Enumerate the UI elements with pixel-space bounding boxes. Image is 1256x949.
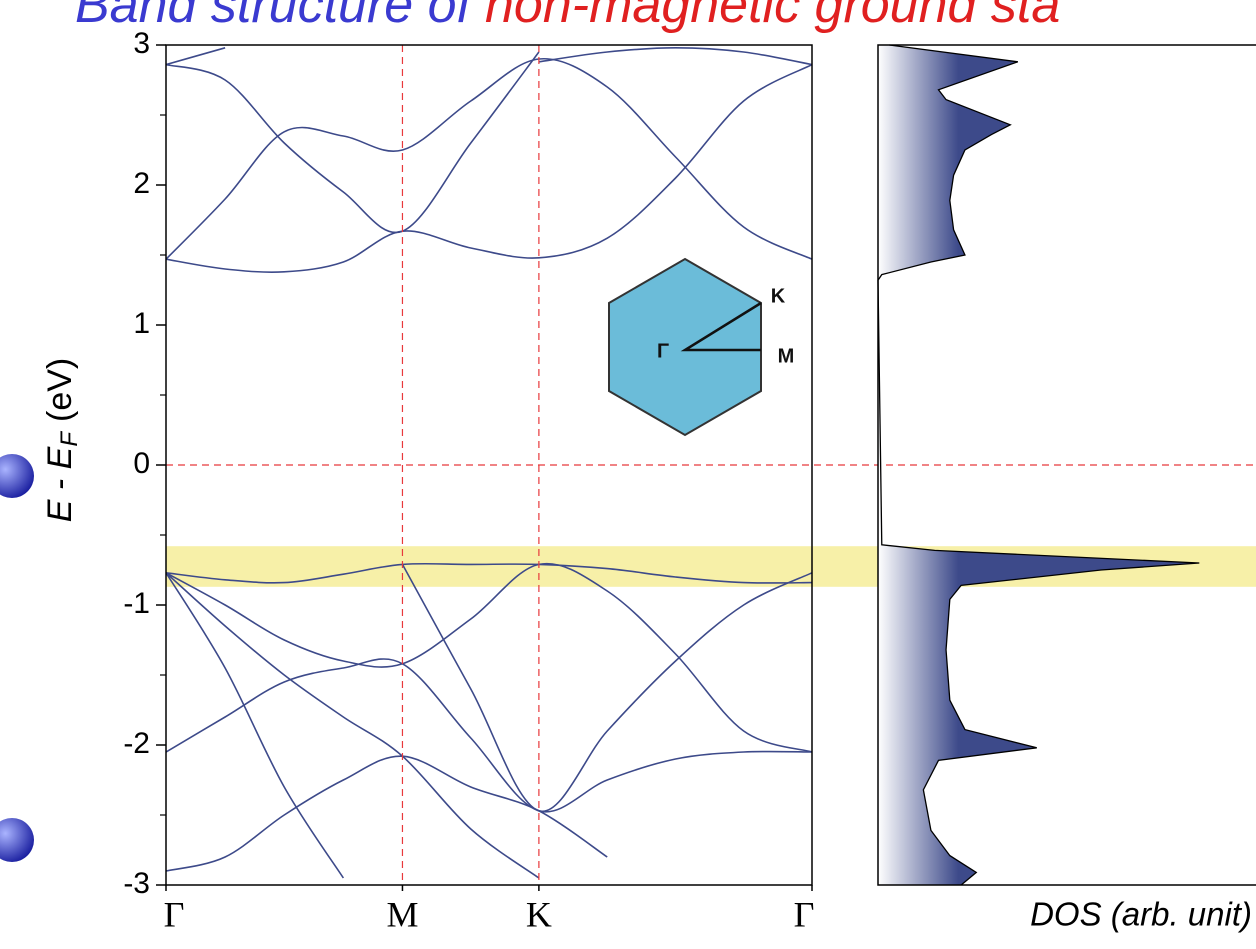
band-line — [166, 572, 540, 879]
band-line — [166, 562, 812, 753]
inset-bz: Γ K M — [608, 257, 795, 437]
y-tick-label: -1 — [123, 587, 150, 620]
x-tick-label: Γ — [794, 894, 815, 934]
band-line — [166, 755, 608, 872]
y-label-part: F — [56, 431, 83, 447]
y-label-part: (eV) — [41, 358, 79, 422]
bands — [166, 46, 812, 879]
y-tick-label: 3 — [133, 27, 150, 60]
band-line — [166, 562, 812, 584]
band-line — [166, 58, 812, 260]
y-tick-label: -3 — [123, 867, 150, 900]
x-tick-label: M — [386, 894, 418, 934]
dos-area — [878, 45, 1200, 885]
y-label-part: E - E — [41, 446, 79, 522]
dos-frame — [877, 44, 1256, 886]
y-axis-label: E - EF (eV) — [41, 358, 83, 522]
bz-label: Γ — [657, 340, 669, 362]
band-line — [166, 572, 345, 879]
bz-label: M — [778, 345, 795, 367]
x-axis-label: DOS (arb. unit) — [1030, 896, 1252, 933]
x-tick-label: Γ — [164, 894, 185, 934]
y-tick-label: 1 — [133, 307, 150, 340]
slide-title: Band structure of non-magnetic ground sta — [75, 0, 1060, 34]
x-tick-label: K — [526, 894, 552, 934]
band-line — [166, 46, 812, 66]
bz-path — [680, 301, 762, 352]
title-part: Band structure of — [75, 0, 476, 34]
bz-label: K — [771, 285, 786, 307]
decor-ball — [0, 818, 34, 862]
band-line — [166, 63, 812, 273]
y-tick-label: -2 — [123, 727, 150, 760]
band-line — [166, 658, 812, 813]
dos-line — [877, 44, 1200, 886]
decor-ball — [0, 454, 34, 498]
y-tick-label: 2 — [133, 167, 150, 200]
title-part: non-magnetic ground sta — [485, 0, 1060, 34]
y-tick-label: 0 — [133, 447, 150, 480]
hexagon — [608, 257, 762, 437]
band-line — [166, 51, 540, 234]
band-line — [401, 564, 812, 812]
